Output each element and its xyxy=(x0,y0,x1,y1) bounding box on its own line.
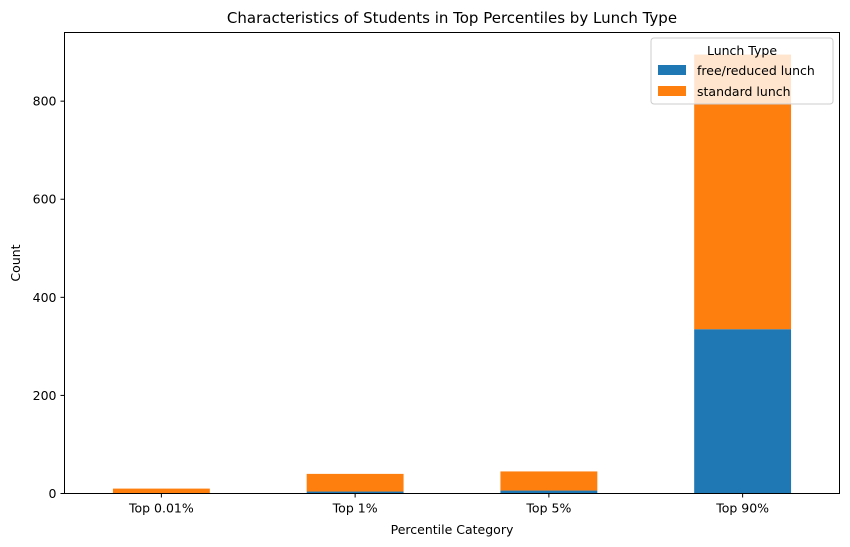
legend-swatch-free-reduced xyxy=(658,65,686,75)
legend-label-standard: standard lunch xyxy=(697,84,791,99)
y-tick-label: 800 xyxy=(33,94,57,109)
y-axis-ticks: 0 200 400 600 800 xyxy=(33,94,65,501)
x-tick-label: Top 0.01% xyxy=(128,501,194,516)
bar-free-reduced-2 xyxy=(500,490,598,494)
legend-title: Lunch Type xyxy=(707,43,777,58)
bar-free-reduced-1 xyxy=(306,491,404,494)
bars-group xyxy=(112,54,792,494)
x-tick-label: Top 1% xyxy=(332,501,378,516)
bar-standard-1 xyxy=(306,473,404,492)
legend-label-free-reduced: free/reduced lunch xyxy=(697,63,815,78)
x-tick-label: Top 90% xyxy=(715,501,769,516)
chart-title: Characteristics of Students in Top Perce… xyxy=(227,9,677,27)
y-axis-label: Count xyxy=(8,244,23,281)
x-axis-label: Percentile Category xyxy=(391,522,514,537)
y-tick-label: 0 xyxy=(49,486,57,501)
y-tick-label: 200 xyxy=(33,388,57,403)
x-tick-label: Top 5% xyxy=(525,501,571,516)
bar-free-reduced-3 xyxy=(694,329,792,494)
legend: Lunch Type free/reduced lunch standard l… xyxy=(650,37,834,105)
y-tick-label: 600 xyxy=(33,192,57,207)
bar-standard-2 xyxy=(500,471,598,491)
legend-box xyxy=(650,37,834,105)
legend-swatch-standard xyxy=(658,86,686,96)
plot-frame xyxy=(64,32,840,494)
x-axis-ticks: Top 0.01% Top 1% Top 5% Top 90% xyxy=(128,493,769,516)
bar-standard-0 xyxy=(112,488,210,494)
y-tick-label: 400 xyxy=(33,290,57,305)
